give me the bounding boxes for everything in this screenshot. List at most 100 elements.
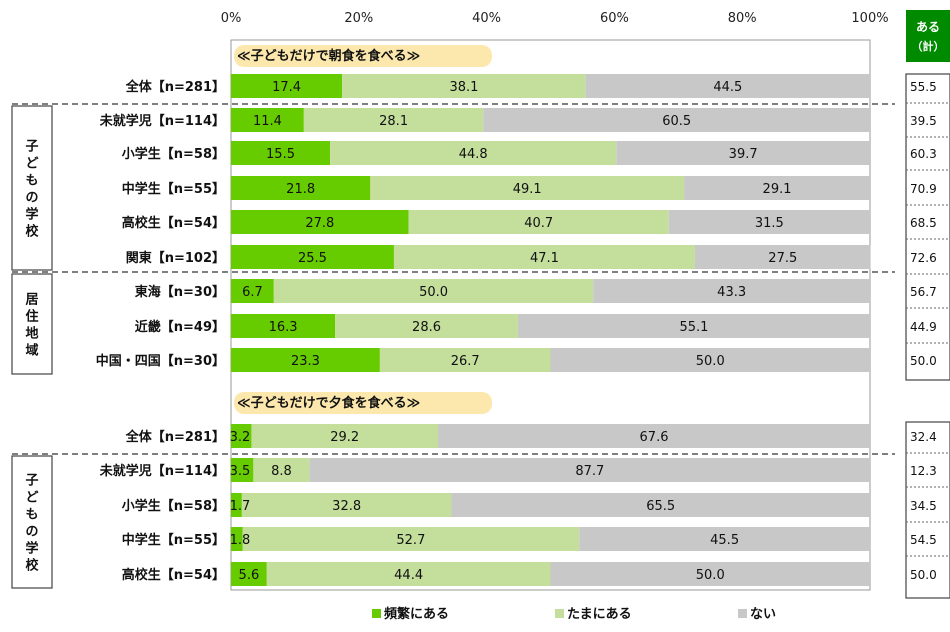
bar-segment-frequent [231, 314, 336, 338]
bar-segment-sometimes [273, 279, 594, 303]
row-label: 全体【n=281】 [125, 79, 225, 95]
bar-segment-never [585, 74, 870, 98]
bar-segment-frequent [231, 176, 371, 200]
total-value: 39.5 [910, 114, 937, 128]
group-label-char: 子 [25, 140, 38, 155]
total-header-line-2: （計） [912, 39, 945, 53]
total-header-line-1: ある [916, 20, 940, 34]
total-column-box [905, 421, 950, 599]
total-value: 50.0 [910, 354, 937, 368]
row-label: 未就学児【n=114】 [99, 463, 225, 479]
bar-segment-sometimes [253, 458, 310, 482]
legend-frequent-swatch [372, 609, 381, 618]
data-label: 1.7 [230, 499, 251, 514]
data-label: 45.5 [710, 533, 739, 548]
data-label: 31.5 [755, 216, 784, 231]
bar-segment-frequent [231, 74, 343, 98]
data-label: 67.6 [640, 430, 669, 445]
bar-segment-frequent [231, 141, 331, 165]
x-tick-label: 100% [851, 11, 888, 26]
bar-segment-never [579, 527, 870, 551]
data-label: 44.5 [713, 80, 742, 95]
total-header-box [906, 10, 950, 62]
data-label: 50.0 [696, 568, 725, 583]
bar-segment-frequent [231, 348, 380, 372]
group-label-char: 居 [25, 293, 38, 308]
total-value: 70.9 [910, 182, 937, 196]
data-label: 1.8 [230, 533, 251, 548]
data-label: 6.7 [242, 285, 263, 300]
row-label: 小学生【n=58】 [122, 146, 225, 162]
total-value: 68.5 [910, 216, 937, 230]
bar-segment-sometimes [330, 141, 617, 165]
bar-segment-frequent [231, 562, 267, 586]
data-label: 44.4 [394, 568, 423, 583]
bar-segment-sometimes [379, 348, 551, 372]
data-label: 25.5 [298, 251, 327, 266]
x-tick-label: 0% [221, 11, 242, 26]
total-value: 60.3 [910, 147, 937, 161]
group-label-char: ど [25, 157, 38, 172]
data-label: 26.7 [451, 354, 480, 369]
bar-segment-frequent [231, 279, 274, 303]
total-value: 72.6 [910, 251, 937, 265]
row-label: 中学生【n=55】 [122, 532, 225, 548]
row-label: 中学生【n=55】 [122, 181, 225, 197]
data-label: 47.1 [530, 251, 559, 266]
data-label: 87.7 [575, 464, 604, 479]
total-value: 12.3 [910, 464, 937, 478]
x-tick-label: 40% [472, 11, 501, 26]
group-label-char: の [25, 191, 38, 206]
legend-frequent-label: 頻繁にある [384, 606, 449, 622]
group-label-char: 校 [25, 224, 39, 240]
bar-segment-sometimes [342, 74, 586, 98]
group-label-char: 住 [25, 309, 38, 325]
data-label: 39.7 [729, 147, 758, 162]
legend-never-swatch [738, 609, 747, 618]
group-label-char: の [25, 525, 38, 540]
data-label: 21.8 [286, 182, 315, 197]
bar-segment-sometimes [266, 562, 551, 586]
group-box [11, 455, 53, 589]
bar-segment-sometimes [408, 210, 669, 234]
group-label-char: も [25, 174, 38, 189]
bar-segment-frequent [231, 245, 394, 269]
legend-never-label: ない [750, 607, 776, 622]
bar-segment-never [616, 141, 870, 165]
section-title: ≪子どもだけで夕食を食べる≫ [237, 395, 420, 411]
bar-segment-sometimes [241, 493, 452, 517]
bar-segment-frequent [231, 210, 409, 234]
data-label: 29.2 [330, 430, 359, 445]
data-label: 28.6 [412, 320, 441, 335]
data-label: 27.5 [768, 251, 797, 266]
group-label-char: 域 [25, 343, 38, 359]
x-tick-label: 80% [728, 11, 757, 26]
legend-sometimes-label: たまにある [567, 607, 632, 622]
data-label: 55.1 [679, 320, 708, 335]
bar-segment-never [593, 279, 870, 303]
bar-segment-sometimes [370, 176, 685, 200]
x-tick-label: 20% [344, 11, 373, 26]
data-label: 23.3 [291, 354, 320, 369]
data-label: 60.5 [662, 114, 691, 129]
bar-segment-frequent [231, 493, 242, 517]
row-label: 中国・四国【n=30】 [96, 353, 225, 369]
bar-segment-never [483, 108, 870, 132]
data-label: 3.5 [230, 464, 251, 479]
data-label: 29.1 [763, 182, 792, 197]
row-label: 未就学児【n=114】 [99, 113, 225, 129]
bar-segment-never [309, 458, 870, 482]
data-label: 49.1 [513, 182, 542, 197]
bar-segment-frequent [231, 108, 304, 132]
total-value: 55.5 [910, 80, 937, 94]
data-label: 40.7 [524, 216, 553, 231]
total-value: 34.5 [910, 499, 937, 513]
section-banner [234, 392, 492, 414]
bar-segment-sometimes [393, 245, 695, 269]
data-label: 27.8 [305, 216, 334, 231]
total-value: 56.7 [910, 285, 937, 299]
row-label: 東海【n=30】 [135, 284, 225, 300]
group-label-char: 学 [25, 207, 38, 223]
